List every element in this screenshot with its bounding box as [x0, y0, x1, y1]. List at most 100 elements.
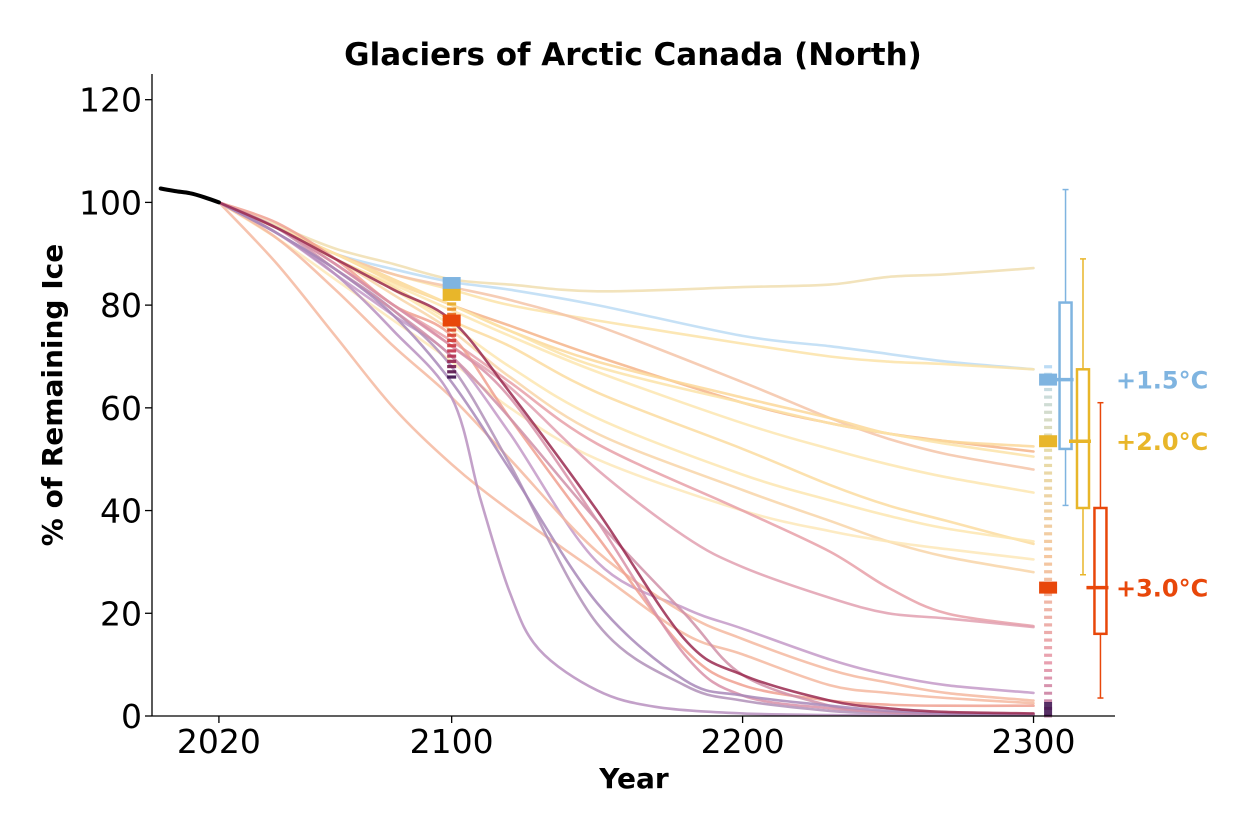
ensemble-2300-tick-26 [1044, 554, 1053, 559]
boxplot-3-box [1093, 506, 1108, 636]
ensemble-2100-tick-16 [447, 359, 457, 363]
ensemble-2300-tick-8 [1044, 418, 1053, 422]
boxplot-label-2: +2.0°C [1116, 428, 1208, 456]
y-axis-label: % of Remaining Ice [36, 244, 69, 546]
ensemble-2100-tick-10 [447, 328, 457, 332]
ensemble-2300-tick-1 [1044, 365, 1053, 369]
y-tick-label-20: 20 [100, 594, 142, 633]
x-tick-label-2300: 2300 [992, 722, 1076, 761]
ensemble-2300-tick-14 [1044, 463, 1053, 468]
ensemble-2300-tick-25 [1044, 547, 1053, 551]
ensemble-2300-tick-16 [1044, 479, 1053, 483]
ensemble-2300-tick-27 [1044, 562, 1053, 566]
marker-2300-1 [1039, 373, 1058, 386]
series-line-12 [217, 201, 1035, 561]
marker-2100-2 [442, 288, 461, 301]
boxplot-label-1: +1.5°C [1116, 367, 1208, 395]
ensemble-2300-tick-43 [1044, 684, 1053, 688]
ensemble-2100-tick-6 [447, 307, 457, 311]
ensemble-2300-tick-34 [1044, 615, 1053, 619]
series-line-1 [217, 201, 1035, 293]
ensemble-2300-base [1044, 702, 1053, 716]
x-tick-label-2100: 2100 [410, 722, 494, 761]
series-line-5 [217, 201, 1035, 453]
marker-2100-1 [442, 277, 461, 290]
ensemble-2300-tick-41 [1044, 668, 1053, 672]
ensemble-2300-tick-13 [1044, 456, 1053, 460]
ensemble-2100-tick-5 [447, 302, 457, 306]
axes: 0 20 40 60 80 100 120 2020 2100 2200 2300 [79, 74, 1115, 761]
ensemble-2300-tick-28 [1044, 570, 1053, 574]
ensemble-2300-tick-17 [1044, 486, 1053, 490]
ensemble-2300-tick-7 [1044, 410, 1053, 414]
ensemble-2300-tick-32 [1044, 600, 1053, 604]
y-tick-label-120: 120 [79, 81, 142, 120]
ensemble-2100-tick-17 [447, 364, 457, 369]
ensemble-2100-tick-13 [447, 344, 457, 348]
series-line-7 [217, 201, 1035, 458]
ensemble-2300-tick-40 [1044, 661, 1053, 665]
boxplot-label-3: +3.0°C [1116, 575, 1208, 603]
ensemble-2300-tick-29 [1044, 577, 1053, 581]
boxplot-layer: +1.5°C +2.0°C +3.0°C [1051, 188, 1208, 699]
series-line-17 [217, 201, 1035, 705]
ensemble-2300-tick-12 [1044, 448, 1053, 452]
series-line-23 [217, 201, 1035, 716]
ensemble-2300-tick-21 [1044, 516, 1053, 521]
marker-2300-3 [1039, 581, 1058, 594]
series-line-18 [217, 201, 1035, 708]
historical-line [158, 186, 221, 205]
y-tick-label-100: 100 [79, 183, 142, 222]
ensemble-2100-tick-14 [447, 349, 457, 353]
x-tick-label-2020: 2020 [177, 722, 261, 761]
ensemble-2300-tick-37 [1044, 638, 1053, 642]
x-tick-label-2200: 2200 [701, 722, 785, 761]
ensemble-2100-tick-19 [447, 375, 457, 379]
ensemble-2100-tick-7 [447, 312, 457, 316]
marker-2300-2 [1039, 435, 1058, 448]
series-line-14 [217, 201, 1035, 629]
boxplot-2-box [1075, 368, 1091, 510]
ensemble-2300-tick-22 [1044, 524, 1053, 528]
series-line-8 [217, 201, 1035, 494]
series-lines [217, 201, 1035, 717]
ensemble-2300-tick-4 [1044, 387, 1053, 392]
ensemble-2100-tick-15 [447, 354, 457, 358]
marker-2100-3 [442, 314, 461, 327]
chart-title: Glaciers of Arctic Canada (North) [344, 37, 922, 73]
ensemble-2300-tick-5 [1044, 395, 1053, 399]
ensemble-2300-tick-20 [1044, 509, 1053, 513]
ensemble-2300-tick-31 [1044, 592, 1053, 597]
ensemble-2300-tick-10 [1044, 433, 1053, 437]
ensemble-2300-tick-9 [1044, 425, 1053, 430]
ensemble-2300-tick-15 [1044, 471, 1053, 475]
y-tick-label-0: 0 [121, 697, 142, 736]
ensemble-2100-tick-12 [447, 338, 457, 343]
x-axis-label: Year [598, 762, 669, 795]
historical-series [158, 186, 221, 205]
boxplot-1-box [1058, 301, 1073, 451]
series-line-10 [217, 201, 1035, 543]
series-line-16 [217, 201, 1035, 702]
series-line-13 [217, 201, 1035, 628]
ensemble-2100-tick-11 [447, 333, 457, 337]
y-tick-label-40: 40 [100, 492, 142, 531]
ensemble-2300-tick-39 [1044, 653, 1053, 657]
ensemble-2300-tick-44 [1044, 691, 1053, 695]
ensemble-2300-tick-23 [1044, 532, 1053, 536]
ensemble-2300-tick-19 [1044, 501, 1053, 506]
y-tick-label-80: 80 [100, 286, 142, 325]
ensemble-2300-tick-18 [1044, 494, 1053, 498]
ensemble-2300-tick-33 [1044, 608, 1053, 612]
series-line-24 [217, 201, 1035, 715]
ensemble-2300-tick-45 [1044, 699, 1053, 703]
ensemble-2300-tick-42 [1044, 676, 1053, 680]
ensemble-2300-tick-38 [1044, 646, 1053, 650]
y-tick-label-60: 60 [100, 389, 142, 428]
ensemble-2300-tick-24 [1044, 539, 1053, 543]
ensemble-2300-tick-6 [1044, 403, 1053, 407]
ensemble-2300-tick-35 [1044, 623, 1053, 627]
ensemble-2100-tick-18 [447, 370, 457, 374]
